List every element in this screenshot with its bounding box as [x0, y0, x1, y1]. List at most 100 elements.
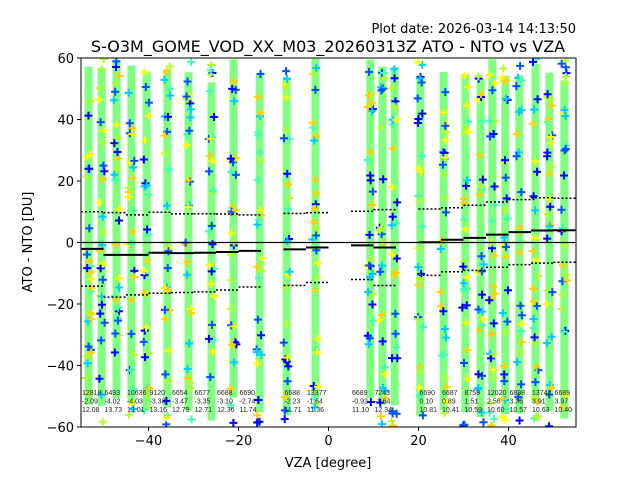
- scatter-point: [141, 136, 150, 145]
- scatter-point: [230, 96, 239, 105]
- scatter-point: [479, 260, 488, 269]
- scatter-point: [488, 217, 497, 226]
- bin-std-label: 12.79: [172, 407, 190, 414]
- scatter-point: [140, 266, 149, 275]
- bin-count-label: 6688: [285, 390, 301, 397]
- scatter-point: [500, 206, 509, 215]
- bin-median-label: -3.35: [195, 399, 211, 406]
- scatter-point: [127, 239, 136, 248]
- scatter-column: [390, 67, 399, 406]
- scatter-point: [460, 420, 469, 427]
- scatter-point: [463, 374, 472, 383]
- scatter-point: [475, 190, 484, 199]
- scatter-point: [144, 190, 153, 199]
- scatter-point: [227, 229, 236, 238]
- scatter-point: [313, 382, 322, 391]
- scatter-point: [369, 316, 378, 325]
- scatter-point: [285, 194, 294, 203]
- scatter-point: [503, 317, 512, 326]
- scatter-point: [414, 192, 423, 201]
- scatter-point: [512, 130, 521, 139]
- bin-count-label: 8759: [465, 390, 481, 397]
- y-tick-label: 40: [57, 114, 74, 129]
- scatter-point: [440, 171, 449, 180]
- scatter-point: [375, 316, 384, 325]
- scatter-point: [531, 338, 540, 347]
- scatter-point: [166, 84, 175, 93]
- scatter-point: [479, 418, 488, 427]
- scatter-point: [96, 309, 105, 318]
- scatter-point: [281, 392, 290, 401]
- scatter-point: [144, 111, 153, 120]
- scatter-point: [460, 195, 469, 204]
- bin-count-label: 6677: [195, 390, 211, 397]
- scatter-point: [228, 340, 237, 349]
- scatter-point: [462, 123, 471, 132]
- scatter-point: [517, 380, 526, 389]
- scatter-point: [414, 58, 423, 67]
- scatter-point: [478, 315, 487, 324]
- scatter-point: [185, 339, 194, 348]
- scatter-point: [183, 270, 192, 279]
- scatter-point: [561, 72, 570, 81]
- scatter-point: [282, 126, 291, 135]
- scatter-point: [489, 373, 498, 382]
- scatter-point: [164, 165, 173, 174]
- scatter-point: [310, 136, 319, 145]
- scatter-point: [441, 136, 450, 145]
- bin-median-label: -4.02: [105, 399, 121, 406]
- scatter-point: [388, 407, 397, 416]
- scatter-point: [114, 283, 123, 292]
- scatter-point: [489, 319, 498, 328]
- scatter-point: [559, 388, 568, 397]
- scatter-point: [528, 119, 537, 128]
- bin-count-label: 12818: [82, 390, 102, 397]
- scatter-point: [529, 323, 538, 332]
- scatter-point: [475, 325, 484, 334]
- bin-std-label: 12.34: [375, 407, 393, 414]
- scatter-point: [499, 64, 508, 73]
- scatter-point: [376, 267, 385, 276]
- scatter-point: [368, 300, 377, 309]
- scatter-point: [462, 181, 471, 190]
- scatter-point: [128, 129, 137, 138]
- scatter-point: [206, 66, 215, 75]
- scatter-point: [485, 116, 494, 125]
- scatter-point: [545, 222, 554, 231]
- bin-count-label: 6688: [217, 390, 233, 397]
- scatter-column: [416, 77, 425, 416]
- bin-count-label: 10636: [127, 390, 147, 397]
- scatter-point: [130, 272, 139, 281]
- scatter-point: [500, 377, 509, 386]
- scatter-point: [227, 207, 236, 216]
- scatter-point: [459, 279, 468, 288]
- scatter-point: [258, 253, 267, 262]
- scatter-point: [441, 373, 450, 382]
- scatter-point: [388, 250, 397, 259]
- scatter-point: [543, 234, 552, 243]
- scatter-point: [183, 77, 192, 86]
- scatter-point: [97, 65, 106, 74]
- scatter-point: [363, 102, 372, 111]
- scatter-point: [113, 165, 122, 174]
- scatter-point: [436, 288, 445, 297]
- scatter-point: [464, 83, 473, 92]
- scatter-point: [128, 399, 137, 408]
- scatter-point: [463, 101, 472, 110]
- scatter-point: [311, 175, 320, 184]
- bin-std-label: 13.73: [105, 407, 123, 414]
- scatter-point: [84, 389, 93, 398]
- scatter-point: [491, 79, 500, 88]
- scatter-point: [513, 358, 522, 367]
- scatter-point: [162, 420, 171, 427]
- scatter-point: [205, 151, 214, 160]
- scatter-point: [459, 262, 468, 271]
- x-tick-label: 0: [324, 434, 332, 449]
- scatter-point: [442, 333, 451, 342]
- scatter-point: [204, 334, 213, 343]
- scatter-point: [284, 180, 293, 189]
- scatter-point: [502, 242, 511, 251]
- scatter-point: [114, 71, 123, 80]
- scatter-point: [87, 315, 96, 324]
- bin-median-label: -3.33: [150, 399, 166, 406]
